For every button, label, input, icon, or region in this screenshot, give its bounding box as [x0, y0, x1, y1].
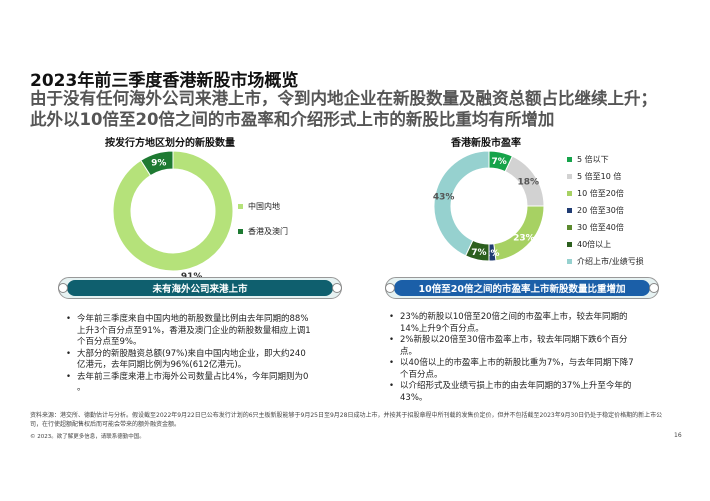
source-note: 资料来源：港交所、德勤估计与分析。假设截至2022年9月22日已公布发行计划的6… [30, 412, 663, 428]
slice-label: 7% [492, 157, 507, 167]
list-item: 今年前三季度来自中国内地的新股数量比例由去年同期的88%上升3个百分点至91%，… [66, 314, 312, 349]
legend-label: 中国内地 [248, 202, 280, 211]
donut-slice [433, 150, 490, 257]
slice-label: 91% [181, 272, 203, 281]
legend-item: 5 倍以下 [567, 152, 644, 167]
legend-swatch [567, 174, 572, 179]
right-donut-chart: 7%18%23%2%7%43% [433, 150, 545, 262]
page-subtitle: 由于没有任何海外公司来港上市，令到内地企业在新股数量及融资总额占比继续上升； 此… [30, 88, 657, 130]
donut-slice [112, 150, 234, 272]
banner-cap-icon [385, 283, 395, 293]
copyright: © 2023。欲了解更多信息，请联系德勤中国。 [30, 434, 145, 440]
legend-label: 香港及澳门 [248, 227, 288, 236]
left-chart-title: 按发行方地区划分的新股数量 [105, 138, 235, 149]
legend-item: 5 倍至10 倍 [567, 169, 644, 184]
left-donut-chart: 91% 9% [112, 150, 234, 281]
right-bullet-list: 23%的新股以10倍至20倍之间的市盈率上市，较去年同期的14%上升9个百分点。… [389, 312, 639, 404]
right-chart-title: 香港新股市盈率 [451, 138, 521, 149]
left-banner: 未有海外公司来港上市 [58, 277, 342, 299]
slice-label: 2% [484, 249, 499, 259]
right-banner: 10倍至20倍之间的市盈率上市新股数量比重增加 [385, 277, 659, 299]
banner-cap-icon [58, 283, 68, 293]
legend-swatch [238, 204, 243, 209]
list-item: 去年前三季度来港上市海外公司数量占比4%，今年同期则为0 。 [66, 372, 312, 395]
legend-swatch [238, 229, 243, 234]
legend-label: 20 倍至30倍 [577, 206, 624, 215]
right-banner-text: 10倍至20倍之间的市盈率上市新股数量比重增加 [394, 280, 650, 296]
right-chart-legend: 5 倍以下 5 倍至10 倍 10 倍至20倍 20 倍至30倍 30 倍至40倍 40倍… [567, 152, 644, 269]
slice-label: 9% [151, 159, 166, 169]
subtitle-line-2: 此外以10倍至20倍之间的市盈率和介绍形式上市的新股比重均有所增加 [30, 110, 555, 129]
legend-item: 40倍以上 [567, 237, 644, 252]
legend-label: 介绍上市/业绩亏损 [577, 257, 644, 266]
list-item: 以介绍形式及业绩亏损上市的由去年同期的37%上升至今年的43%。 [389, 381, 639, 404]
left-chart-legend: 中国内地 香港及澳门 [238, 199, 288, 239]
legend-label: 5 倍至10 倍 [577, 172, 622, 181]
slice-label: 23% [513, 233, 535, 243]
legend-swatch [567, 191, 572, 196]
legend-swatch [567, 157, 572, 162]
banner-cap-icon [332, 283, 342, 293]
banner-cap-icon [649, 283, 659, 293]
legend-label: 5 倍以下 [577, 155, 609, 164]
legend-item: 香港及澳门 [238, 224, 288, 239]
slice-label: 7% [471, 248, 486, 258]
left-bullet-list: 今年前三季度来自中国内地的新股数量比例由去年同期的88%上升3个百分点至91%，… [66, 314, 312, 395]
legend-item: 30 倍至40倍 [567, 220, 644, 235]
legend-swatch [567, 242, 572, 247]
donut-slice [140, 150, 174, 177]
list-item: 以40倍以上的市盈率上市的新股比重为7%，与去年同期下降7个百分点。 [389, 358, 639, 381]
legend-label: 40倍以上 [577, 240, 612, 249]
list-item: 23%的新股以10倍至20倍之间的市盈率上市，较去年同期的14%上升9个百分点。 [389, 312, 639, 335]
slice-label: 43% [433, 192, 455, 202]
left-banner-text: 未有海外公司来港上市 [67, 280, 333, 296]
list-item: 大部分的新股融资总额(97%)来自中国内地企业，即大约240亿港元，去年同期比例… [66, 349, 312, 372]
legend-item: 中国内地 [238, 199, 288, 214]
legend-label: 30 倍至40倍 [577, 223, 624, 232]
slice-label: 18% [517, 178, 539, 188]
page-number: 16 [674, 432, 682, 439]
legend-label: 10 倍至20倍 [577, 189, 624, 198]
legend-item: 介绍上市/业绩亏损 [567, 254, 644, 269]
legend-swatch [567, 208, 572, 213]
subtitle-line-1: 由于没有任何海外公司来港上市，令到内地企业在新股数量及融资总额占比继续上升； [30, 89, 657, 108]
list-item: 2%新股以20倍至30倍市盈率上市，较去年同期下跌6个百分点。 [389, 335, 639, 358]
legend-item: 20 倍至30倍 [567, 203, 644, 218]
legend-item: 10 倍至20倍 [567, 186, 644, 201]
legend-swatch [567, 225, 572, 230]
page-title: 2023年前三季度香港新股市场概览 [30, 71, 299, 91]
legend-swatch [567, 259, 572, 264]
